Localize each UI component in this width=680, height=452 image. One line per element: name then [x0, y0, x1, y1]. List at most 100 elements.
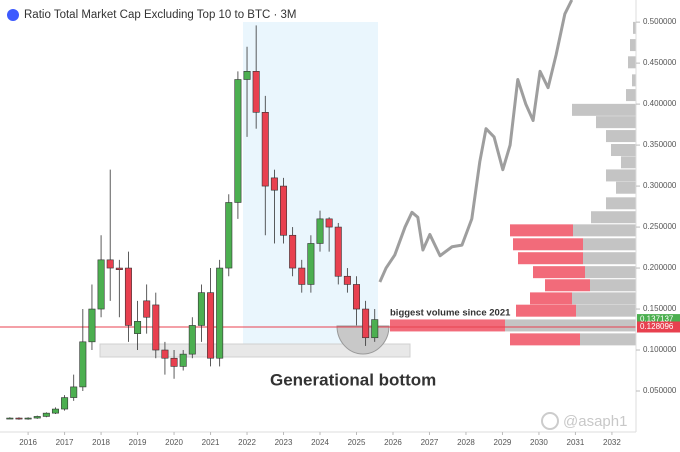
x-tick-label: 2023 — [275, 438, 293, 447]
y-tick-label: 0.400000 — [643, 99, 677, 108]
x-tick-label: 2021 — [202, 438, 220, 447]
y-tick-label: 0.300000 — [643, 181, 677, 190]
candle-body — [88, 308, 96, 343]
plot-layer — [0, 0, 636, 420]
x-tick-label: 2018 — [92, 438, 110, 447]
y-tick-label: 0.500000 — [643, 17, 677, 26]
annotation: Generational bottom — [270, 370, 436, 389]
y-tick-label: 0.150000 — [643, 304, 677, 313]
x-tick-label: 2027 — [421, 438, 439, 447]
volume-gray — [611, 144, 636, 157]
candle-body — [252, 71, 260, 113]
x-tick-label: 2030 — [530, 438, 548, 447]
candle-body — [70, 386, 78, 398]
candle-body — [343, 275, 351, 285]
volume-gray — [585, 266, 636, 279]
candle-body — [353, 284, 360, 310]
candle-body — [334, 226, 342, 277]
volume-red — [533, 266, 585, 279]
candle-body — [115, 267, 123, 270]
x-tick-label: 2028 — [457, 438, 475, 447]
candle-body — [6, 417, 14, 420]
volume-gray — [573, 224, 636, 237]
volume-red — [510, 224, 573, 237]
candle-body — [61, 397, 69, 410]
volume-gray — [630, 39, 636, 52]
candle-body — [270, 177, 278, 191]
candle-body — [170, 357, 178, 367]
volume-gray — [606, 197, 636, 210]
candle-body — [51, 408, 59, 414]
candle-body — [33, 416, 41, 419]
candle-body — [42, 412, 50, 417]
volume-gray — [572, 103, 636, 116]
candle-body — [280, 185, 288, 236]
support-zone — [99, 343, 411, 358]
projection-line — [378, 0, 574, 283]
title-icon — [7, 9, 19, 21]
candle-body — [143, 300, 151, 318]
volume-gray — [632, 74, 636, 87]
volume-gray — [583, 238, 636, 251]
volume-gray — [572, 292, 636, 305]
volume-gray — [626, 89, 636, 102]
candle-body — [225, 202, 233, 269]
candle-body — [197, 292, 205, 326]
chart-title: Ratio Total Market Cap Excluding Top 10 … — [24, 9, 297, 21]
candle-body — [371, 319, 379, 339]
volume-red — [545, 279, 590, 292]
volume-gray — [606, 169, 636, 182]
x-tick-label: 2024 — [311, 438, 329, 447]
y-tick-label: 0.050000 — [643, 386, 677, 395]
candle-body — [289, 234, 297, 269]
volume-gray — [580, 333, 636, 346]
candle-body — [152, 304, 160, 351]
x-tick-label: 2029 — [494, 438, 512, 447]
volume-gray — [606, 130, 636, 143]
volume-red — [513, 238, 583, 251]
volume-gray — [591, 211, 636, 224]
y-tick-label: 0.100000 — [643, 345, 677, 354]
candle-body — [298, 267, 306, 285]
volume-gray — [621, 156, 636, 169]
volume-red — [530, 292, 572, 305]
volume-red — [510, 333, 580, 346]
volume-red — [390, 319, 505, 332]
volume-gray — [590, 279, 636, 292]
volume-gray — [583, 252, 636, 265]
x-tick-label: 2025 — [348, 438, 366, 447]
candle-body — [79, 341, 87, 388]
x-tick-label: 2017 — [56, 438, 74, 447]
candle-body — [216, 267, 224, 359]
candle-body — [307, 243, 315, 285]
volume-gray — [505, 319, 636, 332]
y-tick-label: 0.350000 — [643, 140, 677, 149]
volume-red — [518, 252, 583, 265]
candle-body — [362, 308, 370, 339]
y-tick-label: 0.200000 — [643, 263, 677, 272]
x-tick-label: 2020 — [165, 438, 183, 447]
volume-red — [516, 304, 576, 317]
volume-gray — [633, 21, 636, 34]
watermark: @asaph1 — [563, 413, 627, 430]
y-tick-label: 0.250000 — [643, 222, 677, 231]
candle-body — [15, 417, 23, 420]
candle-body — [24, 417, 32, 420]
candle-body — [234, 79, 242, 203]
candle-body — [325, 218, 333, 228]
price-line-label-bg — [637, 321, 680, 333]
candle-body — [179, 353, 187, 367]
last-price-label: 0.137137 — [640, 315, 674, 324]
candle-body — [316, 218, 324, 244]
volume-gray — [616, 181, 636, 194]
candle-body — [188, 325, 196, 355]
x-tick-label: 2022 — [238, 438, 256, 447]
x-tick-label: 2019 — [129, 438, 147, 447]
candle-body — [124, 267, 132, 326]
volume-gray — [596, 116, 636, 129]
last-price-label-bg — [637, 314, 680, 326]
candle-body — [243, 71, 251, 80]
candle-body — [261, 112, 269, 187]
annotation: biggest volume since 2021 — [390, 308, 511, 319]
